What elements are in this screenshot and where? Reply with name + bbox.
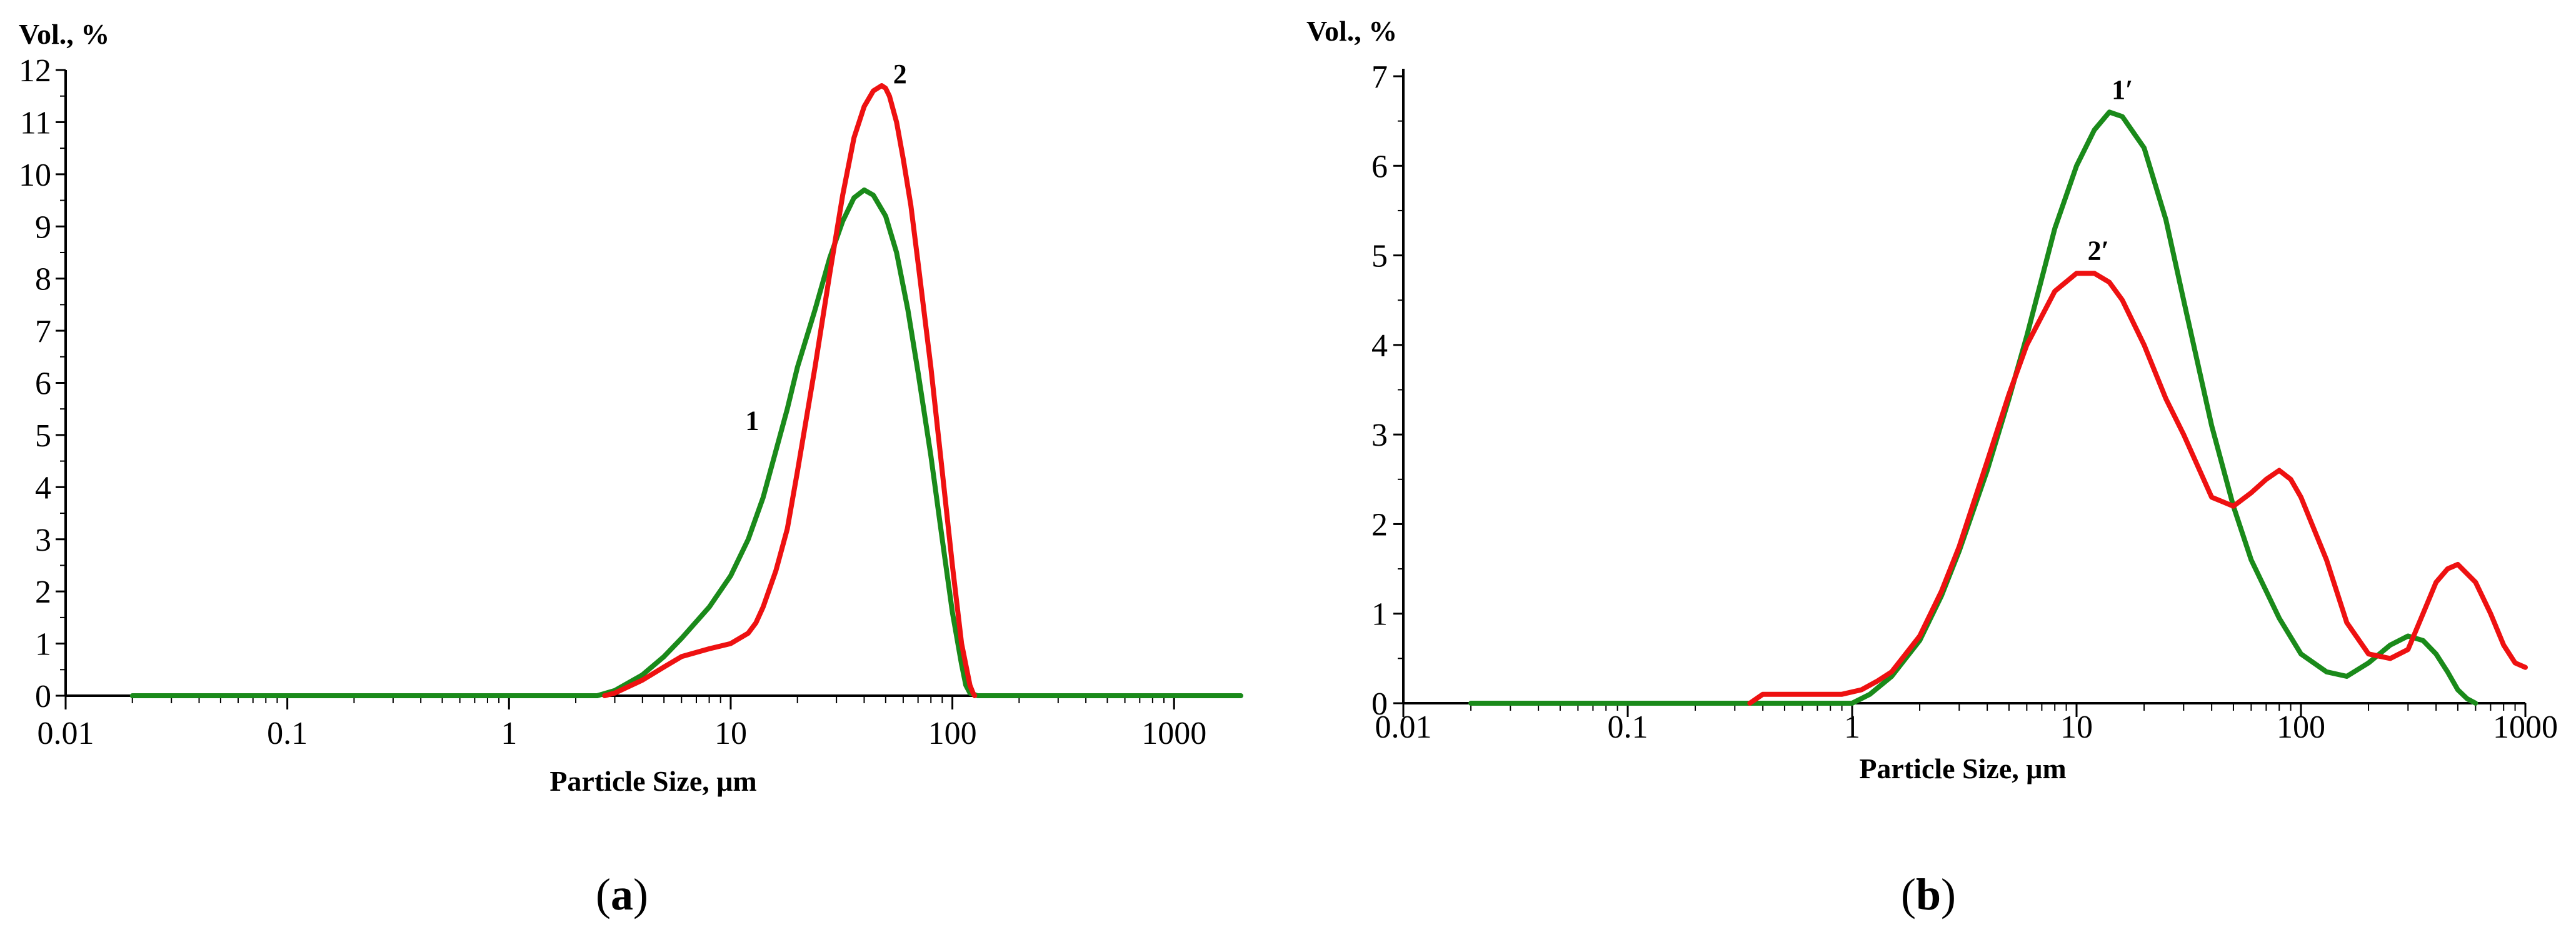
y-tick-label: 1 — [35, 627, 51, 663]
x-tick-label: 1 — [1844, 709, 1860, 745]
y-tick-label: 0 — [1371, 686, 1388, 722]
series-line-red — [1747, 271, 2528, 706]
series-line-green — [1468, 109, 2478, 706]
x-tick-label: 0.1 — [1608, 709, 1648, 745]
x-tick-label: 10 — [714, 716, 747, 751]
x-axis-label: Particle Size, μm — [1859, 753, 2066, 784]
x-tick-label: 0.01 — [38, 716, 94, 751]
y-tick-label: 10 — [19, 158, 51, 193]
y-tick-label: 5 — [35, 418, 51, 454]
y-tick-label: 4 — [1371, 328, 1388, 364]
x-tick-label: 100 — [2277, 709, 2325, 745]
y-tick-label: 7 — [35, 314, 51, 349]
series-label: 1′ — [2112, 74, 2133, 105]
x-tick-label: 1000 — [1141, 716, 1206, 751]
series-label: 2′ — [2088, 236, 2109, 266]
y-tick-label: 12 — [19, 53, 51, 89]
x-tick-label: 10 — [2060, 709, 2093, 745]
y-tick-label: 3 — [35, 523, 51, 558]
y-tick-label: 11 — [20, 105, 51, 141]
panel-label-b: (b) — [1901, 869, 1956, 919]
y-tick-label: 9 — [35, 209, 51, 245]
y-tick-label: 2 — [35, 574, 51, 610]
y-tick-label: 8 — [35, 262, 51, 298]
y-tick-label: 3 — [1371, 418, 1388, 453]
y-tick-label: 1 — [1371, 597, 1388, 633]
x-tick-label: 0.01 — [1375, 709, 1432, 745]
series-label: 1 — [745, 406, 759, 436]
panel-label-a: (a) — [596, 869, 648, 919]
y-tick-label: 2 — [1371, 507, 1388, 543]
y-tick-label: 7 — [1371, 59, 1388, 95]
x-tick-label: 0.1 — [267, 716, 308, 751]
series-line-red — [602, 83, 978, 698]
y-tick-label: 4 — [35, 470, 51, 506]
x-tick-label: 100 — [928, 716, 977, 751]
x-tick-label: 1 — [501, 716, 517, 751]
x-tick-label: 1000 — [2493, 709, 2558, 745]
y-tick-label: 5 — [1371, 239, 1388, 274]
y-tick-label: 0 — [35, 679, 51, 714]
y-axis-label: Vol., % — [19, 18, 109, 50]
series-label: 2 — [893, 59, 907, 89]
y-tick-label: 6 — [1371, 149, 1388, 184]
x-axis-label: Particle Size, μm — [549, 765, 756, 797]
chart-panel-b: 0.01 0.1 1 10 100 1000 0 1 2 3 4 5 6 7 Vol., % Particle… — [1306, 15, 2558, 784]
y-axis-label: Vol., % — [1306, 15, 1397, 47]
y-tick-label: 6 — [35, 366, 51, 402]
series-line-green — [129, 187, 1243, 698]
